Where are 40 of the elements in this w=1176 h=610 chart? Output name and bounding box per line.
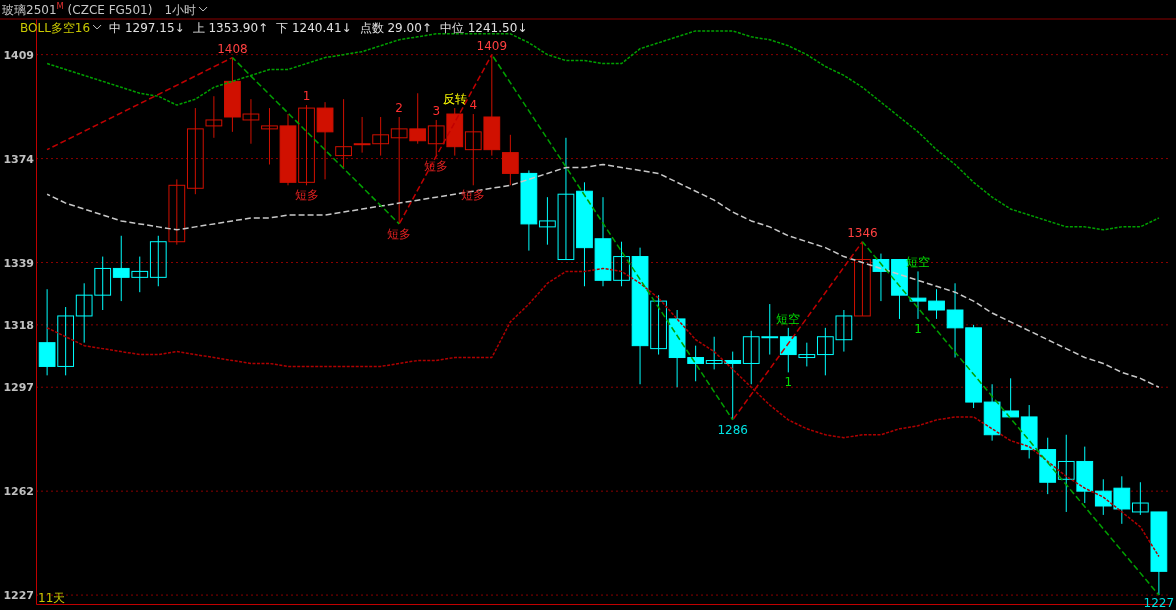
annotation: 短多: [424, 158, 449, 173]
annotation: 3: [432, 103, 441, 118]
annotation: 1346: [847, 225, 878, 240]
candlestick: [316, 101, 334, 180]
y-tick-label: 1262: [3, 485, 34, 499]
y-tick-label: 1409: [3, 48, 34, 62]
annotation: 下 1240.41↓: [276, 21, 352, 35]
text: 1小时: [164, 3, 197, 17]
candlestick: [335, 98, 352, 168]
annotation: 短空: [776, 311, 801, 326]
annotation: 中位 1241.50↓: [439, 21, 528, 35]
annotation: 1408: [217, 41, 248, 56]
annotation: 中 1297.15↓: [109, 21, 185, 35]
candlestick: [501, 134, 519, 186]
annotation: 短多: [387, 226, 412, 241]
annotation: 4: [469, 98, 478, 113]
annotation: 1286: [717, 422, 748, 437]
y-tick-label: 1374: [3, 152, 35, 166]
line-series: [46, 267, 1160, 558]
annotation: 1: [302, 89, 311, 104]
y-tick-label: 1227: [3, 589, 34, 603]
candlestick: [149, 235, 167, 287]
annotation: 1: [914, 321, 922, 336]
y-tick-label: 1297: [3, 381, 34, 395]
annotation: 短多: [461, 188, 486, 203]
candlestick: [186, 107, 204, 195]
y-tick-label: 1339: [3, 256, 34, 270]
annotation: 2: [395, 100, 403, 115]
annotation: 上 1353.90↑: [192, 21, 269, 35]
annotation: 1409: [476, 38, 508, 53]
annotation: 点数 29.00↑: [359, 21, 432, 35]
annotation: 1: [784, 375, 793, 390]
y-tick-label: 1318: [3, 318, 34, 332]
annotation: 11天: [38, 591, 66, 605]
annotation: 反转: [442, 92, 467, 107]
candlestick: [168, 178, 186, 246]
chart-title: 玻璃2501$^{M}$ (CZCE FG501): [2, 1, 153, 17]
candlestick: [854, 241, 871, 317]
annotation: 短多: [294, 188, 319, 203]
candlestick: [205, 95, 223, 139]
